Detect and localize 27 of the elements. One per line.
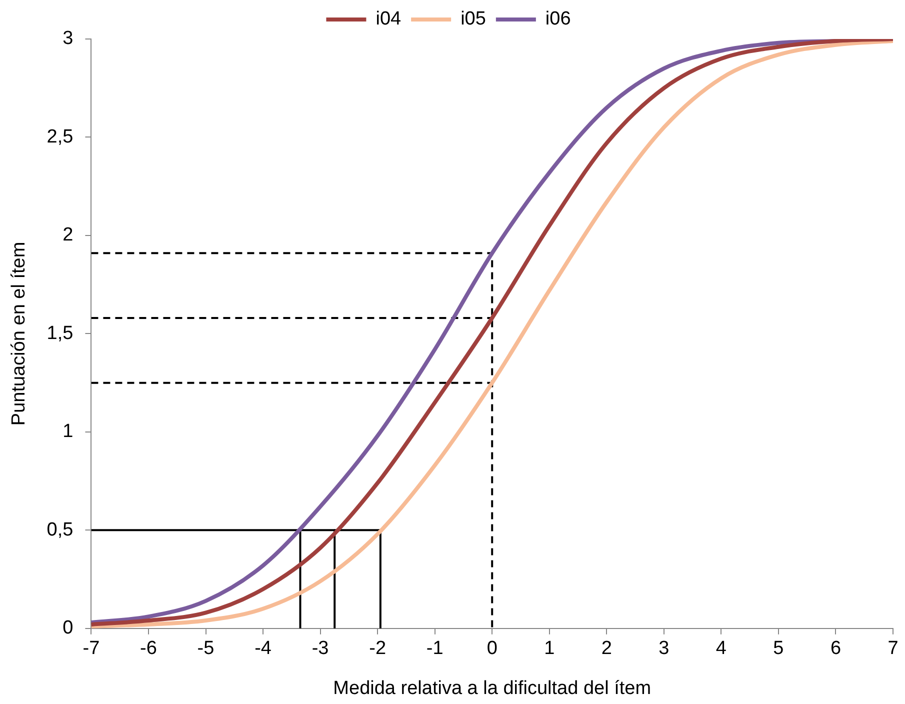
x-tick-label: 0 <box>486 638 498 660</box>
x-tick-label: -3 <box>312 638 329 660</box>
x-tick-label: 7 <box>888 638 898 660</box>
x-tick-label: -7 <box>82 638 100 660</box>
y-tick-label: 2 <box>62 224 74 246</box>
y-axis-title: Puntuación en el ítem <box>8 242 30 426</box>
x-tick-label: 3 <box>658 638 670 660</box>
y-tick-label: 0 <box>62 618 74 639</box>
legend-label: i05 <box>460 8 486 30</box>
x-tick-label: -2 <box>369 638 386 660</box>
x-tick-label: -4 <box>254 638 272 660</box>
y-tick-label: 2,5 <box>46 126 74 148</box>
y-tick-label: 3 <box>62 28 74 50</box>
y-tick-label: 1 <box>62 421 74 442</box>
legend-label: i06 <box>545 8 571 30</box>
x-tick-label: -1 <box>426 638 444 660</box>
legend-label: i04 <box>376 8 402 30</box>
y-tick-label: 1,5 <box>46 322 74 344</box>
x-tick-label: -6 <box>140 638 157 660</box>
x-tick-label: 2 <box>601 638 612 660</box>
y-tick-label: 0,5 <box>46 519 74 540</box>
x-tick-label: 1 <box>544 638 555 660</box>
x-tick-label: 5 <box>773 638 784 660</box>
x-tick-label: 4 <box>716 638 727 660</box>
x-axis-title: Medida relativa a la dificultad del ítem <box>333 678 652 699</box>
x-tick-label: -5 <box>197 638 214 660</box>
x-tick-label: 6 <box>830 638 842 660</box>
